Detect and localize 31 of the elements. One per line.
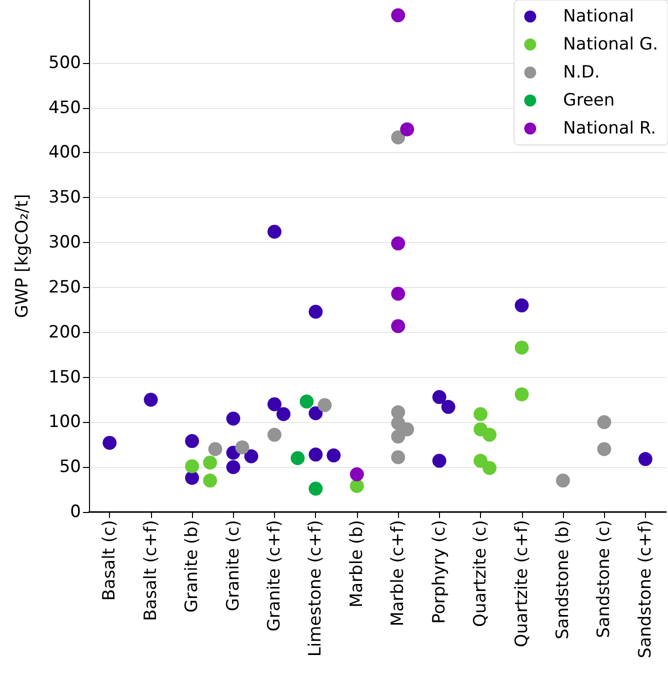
x-tick-label: Marble (c+f): [388, 520, 408, 626]
x-tick-label: Granite (b): [182, 520, 202, 613]
legend-label: N.D.: [563, 62, 600, 82]
x-tick-label: Quartzite (c+f): [512, 520, 532, 648]
y-tick-label: 250: [48, 277, 81, 298]
y-tick-label: 350: [48, 188, 81, 208]
y-tick-label: 150: [48, 367, 81, 388]
x-tick-label: Granite (c): [223, 520, 244, 612]
y-tick-label: 300: [48, 232, 81, 253]
x-tick-label: Quartzite (c): [470, 520, 491, 628]
x-tick-label: Limestone (c+f): [306, 520, 326, 657]
x-tick-label: Basalt (c+f): [140, 520, 161, 621]
x-tick-label: Sandstone (c+f): [635, 520, 656, 658]
x-tick-label: Granite (c+f): [264, 520, 284, 632]
x-tick-label: Basalt (c): [100, 520, 120, 601]
legend-label: National R.: [563, 118, 656, 138]
y-axis-title: GWP [kgCO₂/t]: [12, 194, 32, 318]
y-tick-label: 500: [48, 52, 81, 73]
y-tick-label: 50: [59, 457, 81, 478]
legend-label: National: [563, 6, 634, 26]
x-tick-label: Marble (b): [346, 520, 367, 608]
y-tick-label: 200: [48, 322, 81, 342]
x-tick-label: Porphyry (c): [429, 520, 450, 624]
x-tick-label: Sandstone (c): [594, 520, 614, 638]
x-tick-label: Sandstone (b): [552, 520, 573, 640]
y-tick-label: 400: [48, 142, 81, 163]
y-tick-label: 450: [48, 98, 81, 118]
y-tick-label: 100: [48, 412, 81, 432]
legend-label: National G.: [563, 34, 658, 54]
legend-label: Green: [563, 90, 615, 110]
y-tick-label: 0: [70, 502, 81, 522]
